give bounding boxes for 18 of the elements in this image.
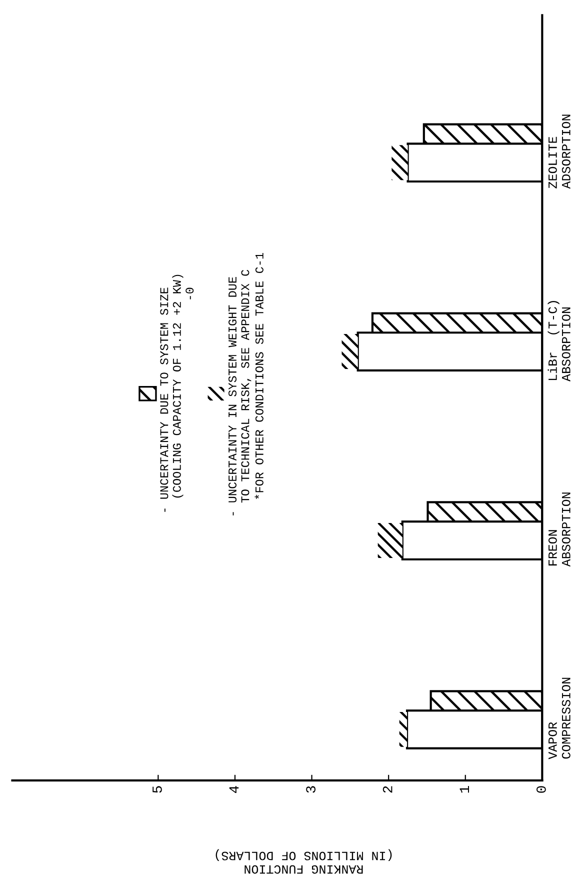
x-tick-label: 4: [229, 786, 239, 793]
x-axis-title: RANKING FUNCTION (IN MILLIONS OF DOLLARS): [216, 849, 392, 874]
x-tick-label: 3: [306, 786, 316, 793]
legend-label: - UNCERTAINTY IN SYSTEM WEIGHT DUE TO TECHNICAL RISK, SEE APPENDIX C: [228, 270, 252, 516]
x-tick-label: 1: [460, 786, 469, 793]
y-tick-label: ZEOLITE ADSORPTION: [548, 114, 570, 189]
y-tick-label: FREON ABSORPTION: [548, 492, 570, 567]
bar: [378, 523, 402, 558]
bar: [392, 145, 408, 180]
annotation: *FOR OTHER CONDITIONS SEE TABLE C-1: [254, 252, 264, 499]
x-tick-label: 5: [152, 786, 162, 793]
y-tick-label: LiBr (T-C) ABSORPTION: [548, 301, 570, 382]
legend-label: - UNCERTAINTY DUE TO SYSTEM SIZE (COOLING CAPACITY OF 1.12 +2 KW) -0: [160, 274, 194, 512]
x-tick-label: 2: [382, 786, 392, 793]
bar: [399, 712, 408, 747]
bar: [342, 334, 358, 370]
y-tick-label: VAPOR COMPRESSION: [548, 678, 570, 760]
x-tick-label: 0: [536, 786, 546, 793]
